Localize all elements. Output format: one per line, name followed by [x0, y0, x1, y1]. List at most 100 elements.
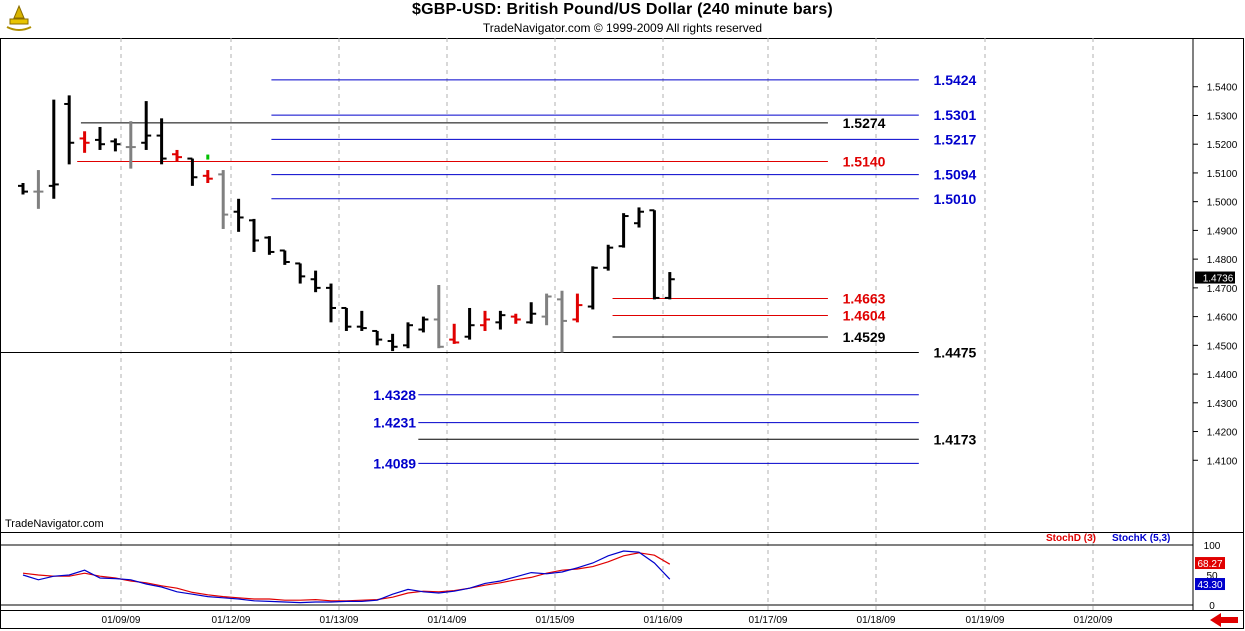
ohlc-bar: [433, 284, 444, 349]
ohlc-bar: [634, 207, 644, 228]
trade-navigator-logo-icon[interactable]: [4, 3, 34, 33]
ohlc-bar: [279, 249, 290, 265]
ohlc-bar: [480, 310, 490, 331]
ohlc-bar: [110, 138, 121, 152]
date-tick-label: 01/15/09: [536, 615, 575, 626]
price-tick-label: 1.4100: [1207, 456, 1238, 467]
last-price-box: [1195, 271, 1235, 284]
stoch-tick-label: 100: [1204, 541, 1221, 552]
date-tick-label: 01/13/09: [320, 615, 359, 626]
ohlc-bar: [387, 333, 398, 352]
stochk-line: [22, 550, 671, 604]
scroll-left-arrow-icon[interactable]: [1208, 612, 1240, 628]
ohlc-bar: [48, 99, 59, 199]
ohlc-bar: [557, 290, 567, 353]
price-tick-label: 1.5200: [1207, 140, 1238, 151]
price-tick-label: 1.4700: [1207, 284, 1238, 295]
stochk-last-label: 43.30: [1197, 580, 1222, 591]
stochd-last-box: [1195, 557, 1225, 570]
level-label: 1.5274: [843, 115, 886, 131]
price-tick-label: 1.5300: [1207, 111, 1238, 122]
ohlc-bar: [172, 149, 182, 162]
level-label: 1.4173: [934, 431, 977, 447]
level-label: 1.5010: [934, 191, 977, 207]
level-label: 1.5301: [934, 107, 977, 123]
level-label: 1.4231: [373, 415, 416, 431]
ohlc-bar: [618, 213, 629, 248]
last-price-label: 1.4736: [1203, 274, 1234, 285]
ohlc-bar: [187, 157, 198, 186]
legend-stochd: StochD (3): [1046, 533, 1096, 544]
ohlc-bar: [326, 283, 336, 323]
level-label: 1.4089: [373, 455, 416, 471]
ohlc-bar: [510, 313, 521, 324]
ohlc-bar: [603, 244, 614, 271]
date-tick-label: 01/09/09: [102, 615, 141, 626]
ohlc-bar: [202, 170, 213, 183]
level-label: 1.5424: [934, 72, 977, 88]
price-tick-label: 1.4800: [1207, 255, 1238, 266]
price-tick-label: 1.4400: [1207, 370, 1238, 381]
ohlc-bar: [18, 182, 28, 195]
ohlc-bar: [372, 329, 383, 346]
ohlc-bar: [587, 266, 598, 310]
level-label: 1.5217: [934, 131, 977, 147]
ohlc-bar: [295, 262, 306, 284]
level-label: 1.4328: [373, 387, 416, 403]
ohlc-bar: [449, 323, 460, 344]
level-label: 1.5140: [843, 153, 886, 169]
ohlc-bar: [526, 302, 537, 324]
stochd-line: [22, 552, 671, 602]
date-tick-label: 01/18/09: [857, 615, 896, 626]
ohlc-bar: [495, 310, 506, 330]
ohlc-bar: [649, 209, 660, 300]
date-tick-label: 01/20/09: [1074, 615, 1113, 626]
ohlc-bar: [664, 272, 675, 300]
stochk-last-box: [1195, 578, 1225, 591]
level-label: 1.4475: [934, 345, 977, 361]
level-label: 1.4663: [843, 290, 886, 306]
ohlc-bar: [233, 198, 244, 232]
chart-title: $GBP-USD: British Pound/US Dollar (240 m…: [412, 1, 833, 18]
ohlc-bar: [218, 170, 229, 229]
price-tick-label: 1.4500: [1207, 341, 1238, 352]
ohlc-bar: [156, 118, 167, 165]
date-tick-label: 01/14/09: [428, 615, 467, 626]
ohlc-bar: [95, 126, 105, 150]
level-label: 1.4529: [843, 329, 886, 345]
ohlc-bar: [403, 322, 413, 349]
level-label: 1.5094: [934, 167, 977, 183]
legend-stochk: StochK (5,3): [1112, 533, 1171, 544]
ohlc-bar: [141, 101, 152, 150]
ohlc-bar: [310, 270, 321, 293]
chart-frame: [0, 38, 1244, 629]
ohlc-bar: [341, 306, 352, 331]
price-tick-label: 1.4200: [1207, 428, 1238, 439]
chart-subtitle: TradeNavigator.com © 1999-2009 All right…: [482, 21, 763, 35]
watermark: TradeNavigator.com: [5, 518, 104, 530]
price-tick-label: 1.5000: [1207, 198, 1238, 209]
level-label: 1.4604: [843, 307, 886, 323]
stoch-tick-label: 0: [1209, 601, 1215, 612]
ohlc-bar: [541, 293, 552, 326]
date-tick-label: 01/17/09: [749, 615, 788, 626]
ohlc-bar: [264, 236, 275, 255]
price-tick-label: 1.5100: [1207, 169, 1238, 180]
ohlc-bar: [125, 121, 136, 169]
price-tick-label: 1.4300: [1207, 399, 1238, 410]
ohlc-bar: [464, 307, 475, 340]
date-tick-label: 01/19/09: [966, 615, 1005, 626]
stochd-last-label: 68.27: [1197, 559, 1222, 570]
ohlc-bar: [356, 310, 367, 331]
price-tick-label: 1.4900: [1207, 226, 1238, 237]
green-tick-marker: [206, 154, 210, 160]
price-tick-label: 1.4600: [1207, 313, 1238, 324]
ohlc-bar: [572, 293, 583, 323]
ohlc-bar: [79, 131, 90, 153]
date-tick-label: 01/12/09: [212, 615, 251, 626]
ohlc-bar: [249, 218, 259, 252]
date-tick-label: 01/16/09: [644, 615, 683, 626]
ohlc-bar: [64, 95, 75, 165]
